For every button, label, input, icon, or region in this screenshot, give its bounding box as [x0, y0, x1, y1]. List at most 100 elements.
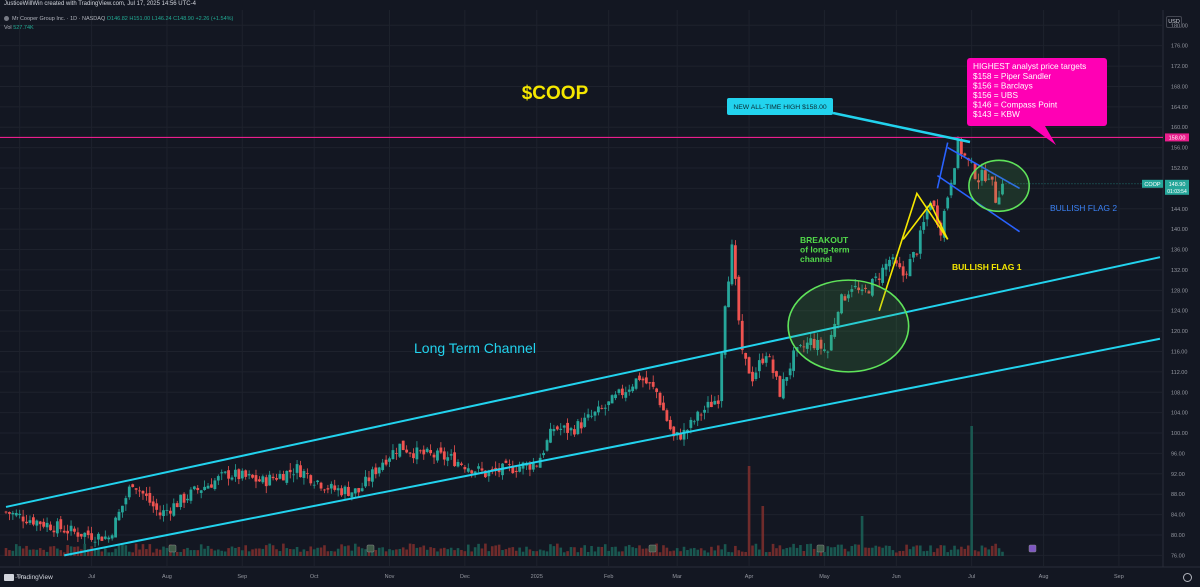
y-tick-label: 140.00 [1171, 227, 1188, 233]
volume-bar [528, 549, 532, 556]
candle-body [121, 505, 124, 513]
breakout-label: channel [800, 254, 832, 264]
volume-bar [840, 544, 843, 556]
volume-bar [494, 545, 497, 556]
candle-body [244, 470, 248, 477]
y-tick-label: 124.00 [1171, 309, 1188, 315]
candle-body [870, 278, 874, 296]
volume-bar [901, 550, 905, 556]
volume-bar [282, 543, 285, 556]
volume-bar [117, 545, 121, 556]
tradingview-logo-icon [4, 574, 14, 581]
x-tick-label: Jul [88, 574, 95, 580]
volume-bar [874, 545, 878, 556]
volume-bar [761, 506, 765, 556]
volume-bar [443, 547, 446, 556]
candle-body [987, 178, 991, 180]
volume-bar [977, 551, 980, 556]
credit-text: JusticeWillWin created with TradingView.… [4, 1, 196, 7]
candle-body [162, 510, 165, 517]
volume-bar [1001, 551, 1004, 556]
flag1-line [902, 202, 949, 240]
volume-bar [946, 552, 949, 556]
candle-body [504, 460, 508, 463]
volume-bar [162, 546, 165, 556]
volume-bar [371, 551, 374, 556]
volume-bar [189, 550, 193, 556]
candle-body [168, 510, 172, 514]
volume-bar [477, 543, 480, 556]
x-tick-label: Sep [237, 574, 247, 580]
candle-body [977, 180, 980, 183]
volume-bar [908, 549, 912, 556]
volume-bar [299, 551, 302, 556]
volume-bar [990, 545, 994, 556]
volume-bar [970, 426, 973, 556]
x-tick-label: Jun [892, 574, 901, 580]
candle-body [45, 522, 49, 528]
event-marker [1028, 544, 1037, 553]
volume-bar [703, 550, 706, 556]
candle-body [672, 426, 676, 437]
candle-body [186, 498, 189, 501]
candle-body [83, 532, 87, 537]
volume-bar [918, 545, 922, 556]
volume-bar [196, 550, 200, 556]
volume-bar [723, 544, 727, 556]
volume-legend[interactable]: Vol 527.74K [4, 25, 34, 31]
gear-icon[interactable] [1183, 573, 1192, 582]
symbol-legend[interactable]: Mr Cooper Group Inc. · 1D · NASDAQ O146.… [4, 16, 233, 22]
candle-body [764, 356, 768, 363]
candle-body [14, 513, 18, 516]
top-bar: JusticeWillWin created with TradingView.… [0, 0, 1200, 10]
candle-body [234, 469, 237, 477]
candle-body [809, 338, 813, 346]
volume-bar [898, 551, 902, 556]
candle-body [79, 533, 83, 537]
y-tick-label: 176.00 [1171, 44, 1188, 50]
volume-bar [148, 544, 152, 556]
candle-body [463, 466, 467, 470]
currency-button[interactable]: USD [1166, 16, 1182, 28]
event-marker [648, 544, 657, 553]
volume-bar [134, 543, 138, 556]
candle-body [864, 287, 867, 289]
candle-body [946, 197, 950, 209]
volume-bar [795, 547, 799, 556]
y-tick-label: 112.00 [1171, 370, 1187, 376]
candle-body [603, 407, 607, 409]
y-tick-label: 108.00 [1171, 390, 1188, 396]
candle-body [329, 483, 333, 489]
volume-bar [621, 551, 624, 556]
last-price-badge-text: 148.90 [1169, 182, 1186, 188]
tradingview-logo[interactable]: TradingView [4, 574, 53, 581]
volume-bar [744, 551, 747, 556]
y-tick-label: 156.00 [1171, 146, 1188, 152]
volume-bar [86, 549, 90, 556]
volume-bar [994, 543, 997, 556]
candle-body [408, 452, 412, 454]
volume-bar [826, 546, 830, 556]
candle-body [812, 338, 816, 349]
volume-bar [367, 548, 371, 556]
candle-body [398, 443, 402, 457]
volume-bar [93, 548, 97, 556]
volume-bar [73, 546, 76, 556]
channel-upper-line [5, 256, 1161, 508]
candle-body [285, 470, 289, 483]
ticker-badge-text: COOP [1144, 182, 1161, 188]
candle-body [730, 244, 734, 285]
candle-body [319, 482, 323, 489]
candle-body [908, 259, 912, 277]
volume-bar [679, 551, 682, 556]
candle-body [593, 411, 597, 416]
volume-bar [638, 545, 641, 556]
volume-bar [182, 549, 186, 556]
candle-body [703, 409, 706, 413]
candle-body [220, 472, 224, 474]
candle-body [292, 474, 296, 476]
candle-body [213, 480, 217, 490]
candle-body [21, 516, 25, 522]
